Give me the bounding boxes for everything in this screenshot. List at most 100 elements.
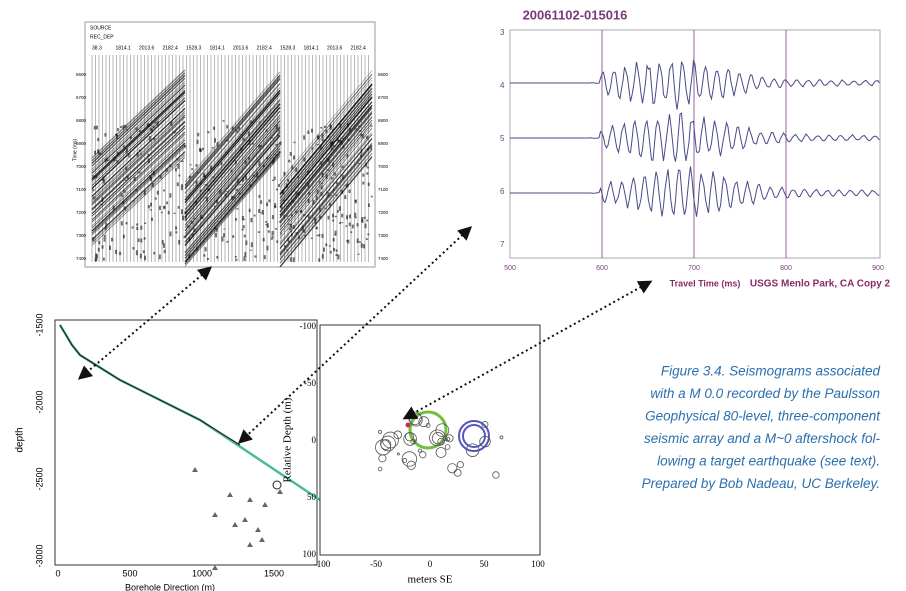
noise [100, 203, 103, 206]
arrival [279, 116, 373, 227]
noise [357, 253, 360, 255]
noise [321, 133, 324, 138]
arrival [91, 121, 186, 211]
arrival [279, 117, 373, 228]
x-tick-label: 0 [428, 559, 433, 569]
noise [262, 237, 265, 242]
gather-header: REC_DEP [90, 34, 114, 40]
noise [126, 176, 129, 180]
noise [158, 205, 161, 211]
y-tick-label: 7100 [378, 187, 389, 192]
noise [347, 239, 350, 244]
noise [153, 137, 156, 141]
noise [120, 221, 123, 226]
noise [280, 206, 283, 209]
noise [331, 128, 334, 131]
noise [256, 172, 259, 178]
arrival [91, 142, 186, 232]
noise [321, 233, 324, 238]
noise [231, 195, 234, 200]
noise [92, 237, 95, 242]
noise [226, 125, 229, 129]
noise [189, 164, 192, 166]
noise [310, 237, 313, 239]
arrival [279, 101, 373, 213]
y-tick-label: -3000 [34, 544, 44, 567]
noise [341, 213, 344, 218]
noise [339, 139, 342, 143]
noise [226, 139, 229, 142]
arrival [91, 120, 186, 210]
noise [197, 132, 200, 137]
noise [285, 183, 288, 189]
noise [346, 123, 349, 128]
noise [273, 176, 276, 181]
noise [205, 184, 208, 186]
noise [340, 142, 343, 145]
noise [173, 131, 176, 134]
trace [510, 60, 880, 110]
noise [266, 223, 269, 228]
noise [140, 153, 143, 155]
noise [238, 192, 241, 195]
arrival [279, 131, 373, 243]
y-tick-label: 3 [500, 28, 505, 37]
x-tick-label: -100 [314, 559, 331, 569]
noise [287, 219, 290, 221]
noise [341, 165, 344, 169]
event [247, 497, 253, 502]
noise [258, 121, 261, 124]
noise [358, 162, 361, 165]
noise [239, 184, 242, 186]
y-tick-label: 4 [500, 81, 505, 90]
noise [181, 215, 184, 221]
noise [203, 254, 206, 257]
noise [200, 214, 203, 219]
noise [196, 139, 199, 145]
arrival [91, 80, 186, 170]
noise [169, 193, 172, 198]
noise [116, 151, 119, 156]
noise [260, 212, 263, 214]
noise [111, 237, 114, 242]
gather-header: SOURCE [90, 25, 112, 31]
arrival [184, 155, 281, 267]
noise [362, 173, 365, 177]
noise [295, 232, 298, 235]
y-tick-label: 6700 [378, 95, 389, 100]
noise [181, 160, 184, 162]
arrival [91, 97, 186, 186]
noise [235, 218, 238, 221]
noise [259, 145, 262, 148]
noise [254, 255, 257, 258]
arrival [279, 97, 373, 209]
noise [321, 172, 324, 178]
noise [149, 174, 152, 180]
noise [266, 156, 269, 160]
noise [303, 135, 306, 140]
noise [132, 247, 135, 250]
noise [280, 233, 283, 235]
x-tick-label: 2182.4 [351, 45, 367, 51]
noise [177, 163, 180, 169]
noise [104, 133, 107, 137]
noise [278, 221, 281, 223]
noise [312, 199, 315, 205]
x-tick-label: 2013.6 [327, 45, 343, 51]
noise [320, 191, 323, 197]
noise [125, 222, 128, 225]
arrival [279, 79, 373, 191]
noise [127, 153, 130, 158]
noise [341, 222, 344, 224]
noise [112, 205, 115, 211]
noise [319, 215, 322, 219]
noise [258, 208, 261, 211]
noise [329, 250, 332, 254]
noise [333, 172, 336, 176]
caption-line: Geophysical 80-level, three-component [645, 409, 881, 424]
noise [316, 143, 319, 146]
noise [205, 184, 208, 186]
noise [288, 223, 291, 226]
noise [135, 127, 138, 131]
noise [332, 237, 335, 242]
